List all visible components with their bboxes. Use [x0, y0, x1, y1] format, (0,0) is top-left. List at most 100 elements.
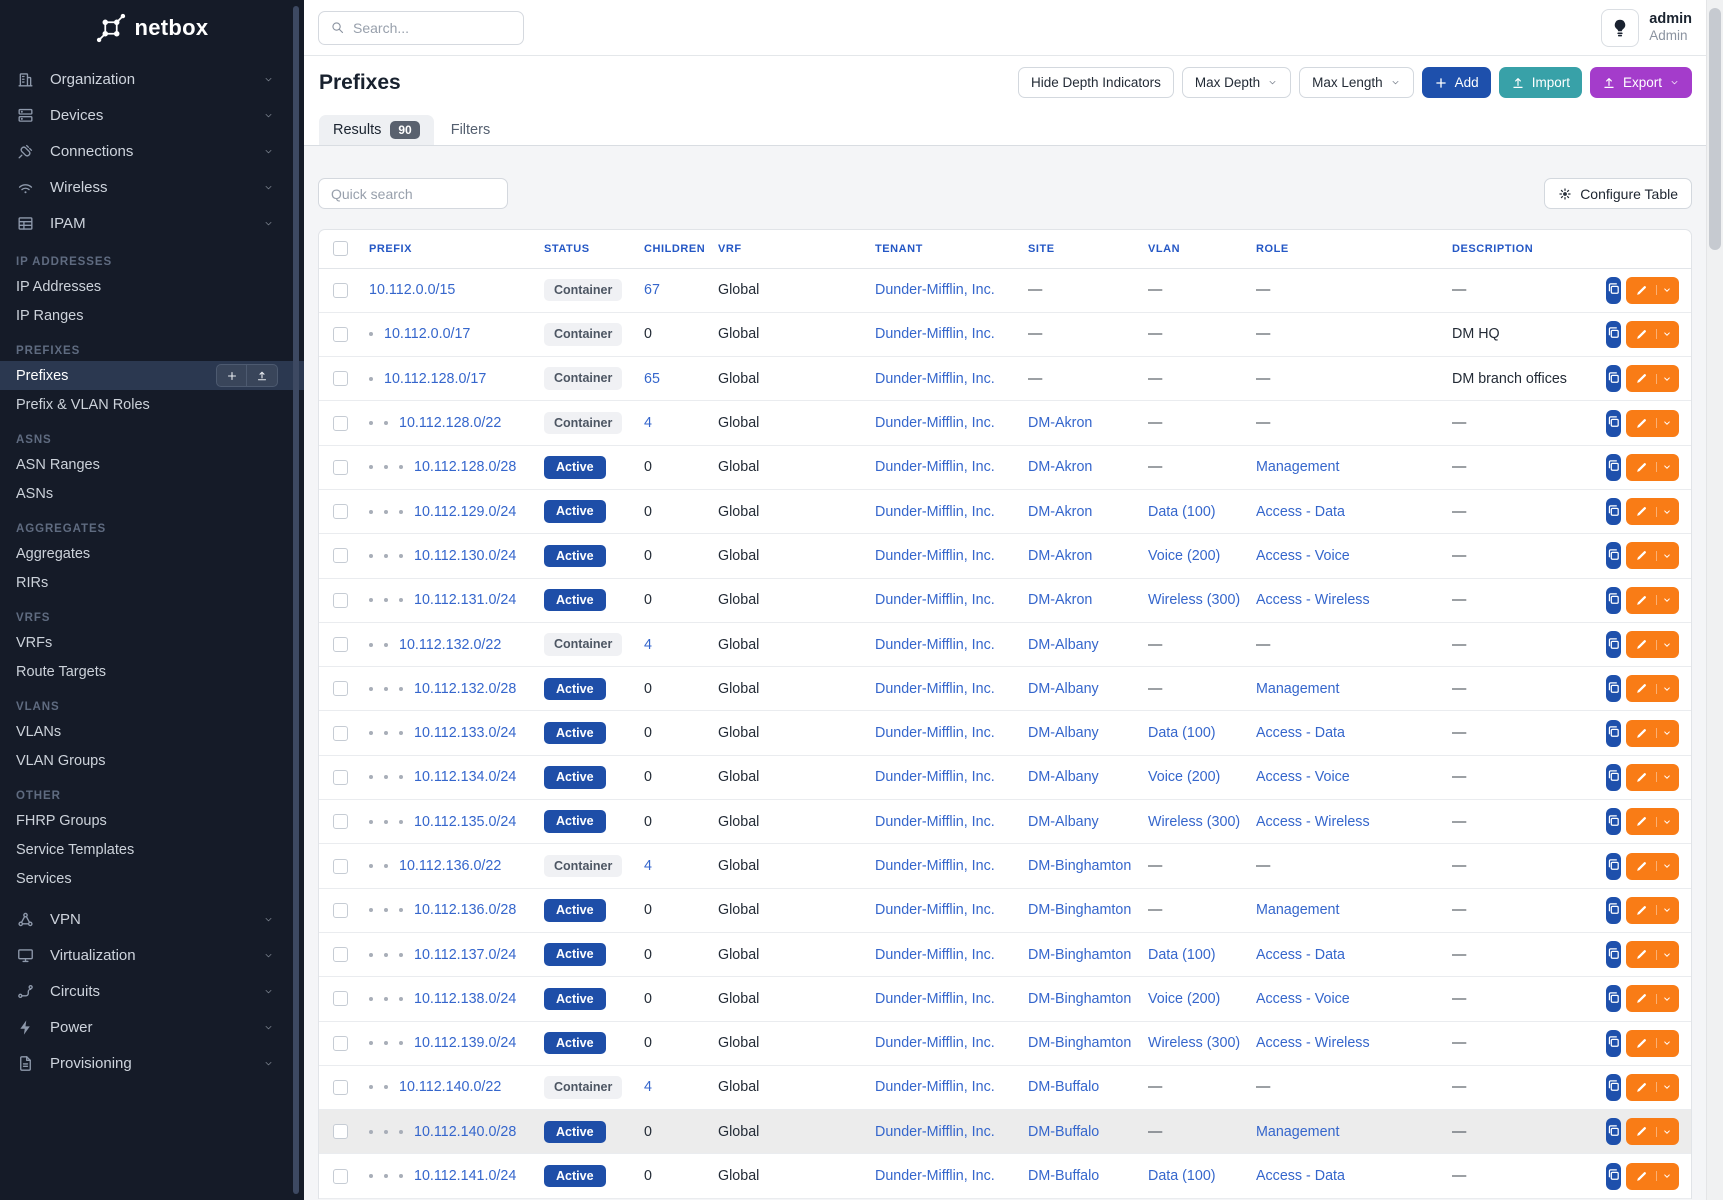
row-checkbox[interactable]: [333, 814, 348, 830]
configure-table-button[interactable]: Configure Table: [1544, 178, 1692, 209]
import-button[interactable]: Import: [1498, 67, 1582, 98]
edit-button[interactable]: [1626, 542, 1679, 570]
select-all-checkbox[interactable]: [333, 241, 348, 257]
edit-button[interactable]: [1626, 1073, 1679, 1101]
role-link[interactable]: Access - Data: [1256, 503, 1345, 520]
site-link[interactable]: DM-Albany: [1028, 636, 1099, 653]
chevron-down-icon[interactable]: [1656, 949, 1679, 960]
chevron-down-icon[interactable]: [1656, 462, 1679, 473]
tenant-link[interactable]: Dunder-Mifflin, Inc.: [875, 370, 995, 387]
clone-button[interactable]: [1606, 1162, 1621, 1190]
sidebar-item-fhrp-groups[interactable]: FHRP Groups: [0, 806, 304, 835]
edit-button[interactable]: [1626, 675, 1679, 703]
prefix-link[interactable]: 10.112.128.0/17: [384, 370, 487, 387]
chevron-down-icon[interactable]: [1656, 373, 1679, 384]
tenant-link[interactable]: Dunder-Mifflin, Inc.: [875, 459, 995, 476]
row-checkbox[interactable]: [333, 725, 348, 741]
sidebar-item-aggregates[interactable]: Aggregates: [0, 539, 304, 568]
chevron-down-icon[interactable]: [1656, 683, 1679, 694]
edit-button[interactable]: [1626, 985, 1679, 1013]
tenant-link[interactable]: Dunder-Mifflin, Inc.: [875, 990, 995, 1007]
sidebar-item-asns[interactable]: ASNs: [0, 479, 304, 508]
sidebar-item-asn-ranges[interactable]: ASN Ranges: [0, 450, 304, 479]
site-link[interactable]: DM-Akron: [1028, 547, 1093, 564]
edit-button[interactable]: [1626, 365, 1679, 393]
prefix-link[interactable]: 10.112.136.0/28: [414, 902, 517, 919]
row-checkbox[interactable]: [333, 415, 348, 431]
add-prefix-button[interactable]: [216, 364, 247, 387]
edit-button[interactable]: [1626, 852, 1679, 880]
sidebar-item-ip-ranges[interactable]: IP Ranges: [0, 301, 304, 330]
tenant-link[interactable]: Dunder-Mifflin, Inc.: [875, 636, 995, 653]
site-link[interactable]: DM-Akron: [1028, 415, 1093, 432]
sidebar-menu-vpn[interactable]: VPN: [0, 901, 304, 937]
chevron-down-icon[interactable]: [1656, 905, 1679, 916]
clone-button[interactable]: [1606, 1118, 1621, 1146]
tenant-link[interactable]: Dunder-Mifflin, Inc.: [875, 415, 995, 432]
sidebar-item-vlans[interactable]: VLANs: [0, 717, 304, 746]
edit-button[interactable]: [1626, 320, 1679, 348]
page-scrollbar[interactable]: [1706, 0, 1723, 1200]
site-link[interactable]: DM-Albany: [1028, 813, 1099, 830]
clone-button[interactable]: [1606, 852, 1621, 880]
column-header-tenant[interactable]: TENANT: [869, 230, 1022, 269]
tenant-link[interactable]: Dunder-Mifflin, Inc.: [875, 725, 995, 742]
clone-button[interactable]: [1606, 985, 1621, 1013]
prefix-link[interactable]: 10.112.128.0/28: [414, 459, 517, 476]
chevron-down-icon[interactable]: [1656, 1082, 1679, 1093]
sidebar-item-prefixes[interactable]: Prefixes: [0, 361, 304, 390]
edit-button[interactable]: [1626, 498, 1679, 526]
prefix-link[interactable]: 10.112.136.0/22: [399, 858, 502, 874]
chevron-down-icon[interactable]: [1656, 639, 1679, 650]
column-header-children[interactable]: CHILDREN: [638, 230, 712, 269]
prefix-link[interactable]: 10.112.128.0/22: [399, 415, 502, 432]
chevron-down-icon[interactable]: [1656, 285, 1679, 296]
role-link[interactable]: Access - Data: [1256, 946, 1345, 963]
role-link[interactable]: Management: [1256, 459, 1340, 476]
clone-button[interactable]: [1606, 276, 1621, 304]
vlan-link[interactable]: Wireless (300): [1148, 1035, 1241, 1052]
tenant-link[interactable]: Dunder-Mifflin, Inc.: [875, 1035, 995, 1052]
tenant-link[interactable]: Dunder-Mifflin, Inc.: [875, 503, 995, 520]
clone-button[interactable]: [1606, 542, 1621, 570]
clone-button[interactable]: [1606, 631, 1621, 659]
tenant-link[interactable]: Dunder-Mifflin, Inc.: [875, 1123, 995, 1140]
page-scrollbar-thumb[interactable]: [1709, 8, 1721, 250]
prefix-link[interactable]: 10.112.140.0/28: [414, 1123, 517, 1140]
site-link[interactable]: DM-Binghamton: [1028, 902, 1132, 919]
clone-button[interactable]: [1606, 409, 1621, 437]
max-length-dropdown[interactable]: Max Length: [1299, 67, 1414, 98]
edit-button[interactable]: [1626, 808, 1679, 836]
chevron-down-icon[interactable]: [1656, 595, 1679, 606]
edit-button[interactable]: [1626, 1029, 1679, 1057]
edit-button[interactable]: [1626, 276, 1679, 304]
row-checkbox[interactable]: [333, 1168, 348, 1184]
tenant-link[interactable]: Dunder-Mifflin, Inc.: [875, 592, 995, 609]
chevron-down-icon[interactable]: [1656, 1038, 1679, 1049]
tenant-link[interactable]: Dunder-Mifflin, Inc.: [875, 282, 995, 299]
column-header-prefix[interactable]: PREFIX: [363, 230, 538, 269]
chevron-down-icon[interactable]: [1656, 418, 1679, 429]
sidebar-menu-power[interactable]: Power: [0, 1009, 304, 1045]
clone-button[interactable]: [1606, 586, 1621, 614]
role-link[interactable]: Access - Voice: [1256, 990, 1350, 1007]
row-checkbox[interactable]: [333, 637, 348, 653]
edit-button[interactable]: [1626, 453, 1679, 481]
column-header-site[interactable]: SITE: [1022, 230, 1142, 269]
children-count[interactable]: 4: [644, 636, 652, 653]
row-checkbox[interactable]: [333, 1079, 348, 1095]
sidebar-item-vlan-groups[interactable]: VLAN Groups: [0, 746, 304, 775]
site-link[interactable]: DM-Albany: [1028, 680, 1099, 697]
tenant-link[interactable]: Dunder-Mifflin, Inc.: [875, 769, 995, 786]
prefix-link[interactable]: 10.112.129.0/24: [414, 503, 517, 520]
row-checkbox[interactable]: [333, 681, 348, 697]
import-prefix-button[interactable]: [247, 364, 278, 387]
chevron-down-icon[interactable]: [1656, 550, 1679, 561]
site-link[interactable]: DM-Albany: [1028, 769, 1099, 786]
sidebar-menu-organization[interactable]: Organization: [0, 61, 304, 97]
vlan-link[interactable]: Data (100): [1148, 503, 1216, 520]
export-dropdown[interactable]: Export: [1589, 67, 1692, 98]
tab-results[interactable]: Results 90: [319, 115, 434, 145]
tenant-link[interactable]: Dunder-Mifflin, Inc.: [875, 813, 995, 830]
sidebar-menu-virtualization[interactable]: Virtualization: [0, 937, 304, 973]
